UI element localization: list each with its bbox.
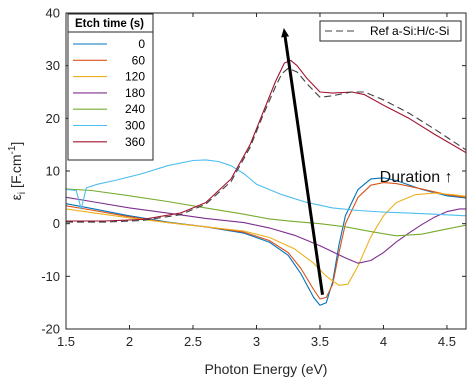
y-axis-label: εi [F.cm-1] xyxy=(7,142,28,201)
y-tick-label: -10 xyxy=(41,269,60,284)
x-tick-label: 4 xyxy=(380,334,387,349)
y-label-superscript: -1 xyxy=(7,145,18,154)
legend-title: Etch time (s) xyxy=(75,18,144,30)
legend-label-240: 240 xyxy=(125,102,145,116)
y-tick-label: 10 xyxy=(46,164,60,179)
y-label-close: ] xyxy=(8,142,24,146)
legend-label-60: 60 xyxy=(132,53,146,67)
y-label-subscript: i xyxy=(17,192,28,194)
legend-box xyxy=(67,13,154,161)
legend-label-0: 0 xyxy=(138,37,145,51)
legend-label-360: 360 xyxy=(125,135,145,149)
legend-label-120: 120 xyxy=(125,70,145,84)
reference-legend-item: Ref a-Si:H/c-Si xyxy=(325,24,449,38)
y-tick-label: 20 xyxy=(46,111,60,126)
y-tick-label: 0 xyxy=(53,216,60,231)
series-line-240 xyxy=(66,188,466,237)
series-line-360 xyxy=(66,59,466,222)
x-tick-label: 1.5 xyxy=(57,334,75,349)
duration-annotation: Duration ↑ xyxy=(380,169,453,186)
reference-legend-box xyxy=(319,20,462,42)
x-tick-label: 4.5 xyxy=(438,334,456,349)
y-label-units: [F.cm xyxy=(8,154,24,191)
x-axis-label: Photon Energy (eV) xyxy=(205,361,328,377)
legend-label-180: 180 xyxy=(125,86,145,100)
series-line-120 xyxy=(66,192,466,286)
legend-label-300: 300 xyxy=(125,119,145,133)
axes-layer: 1.5 2 2.5 3 3.5 4 4.5 -20 -10 0 10 20 30 40 xyxy=(41,6,466,349)
x-tick-label: 2 xyxy=(126,334,133,349)
duration-arrow xyxy=(281,28,324,295)
legend-etch-time: Etch time (s) 0 60 120 180 240 300 360 xyxy=(67,13,154,161)
series-line-300 xyxy=(66,159,466,217)
legend-items: 0 60 120 180 240 300 360 xyxy=(73,37,145,149)
x-tick-label: 3 xyxy=(253,334,260,349)
y-tick-label: 30 xyxy=(46,58,60,73)
legend-reference: Ref a-Si:H/c-Si xyxy=(319,20,462,42)
y-tick-label: 40 xyxy=(46,6,60,21)
series-layer xyxy=(66,59,466,306)
y-label-symbol: ε xyxy=(8,194,24,200)
x-tick-label: 3.5 xyxy=(311,334,329,349)
x-tick-label: 2.5 xyxy=(184,334,202,349)
legend-label-reference: Ref a-Si:H/c-Si xyxy=(370,24,449,38)
y-tick-label: -20 xyxy=(41,322,60,337)
